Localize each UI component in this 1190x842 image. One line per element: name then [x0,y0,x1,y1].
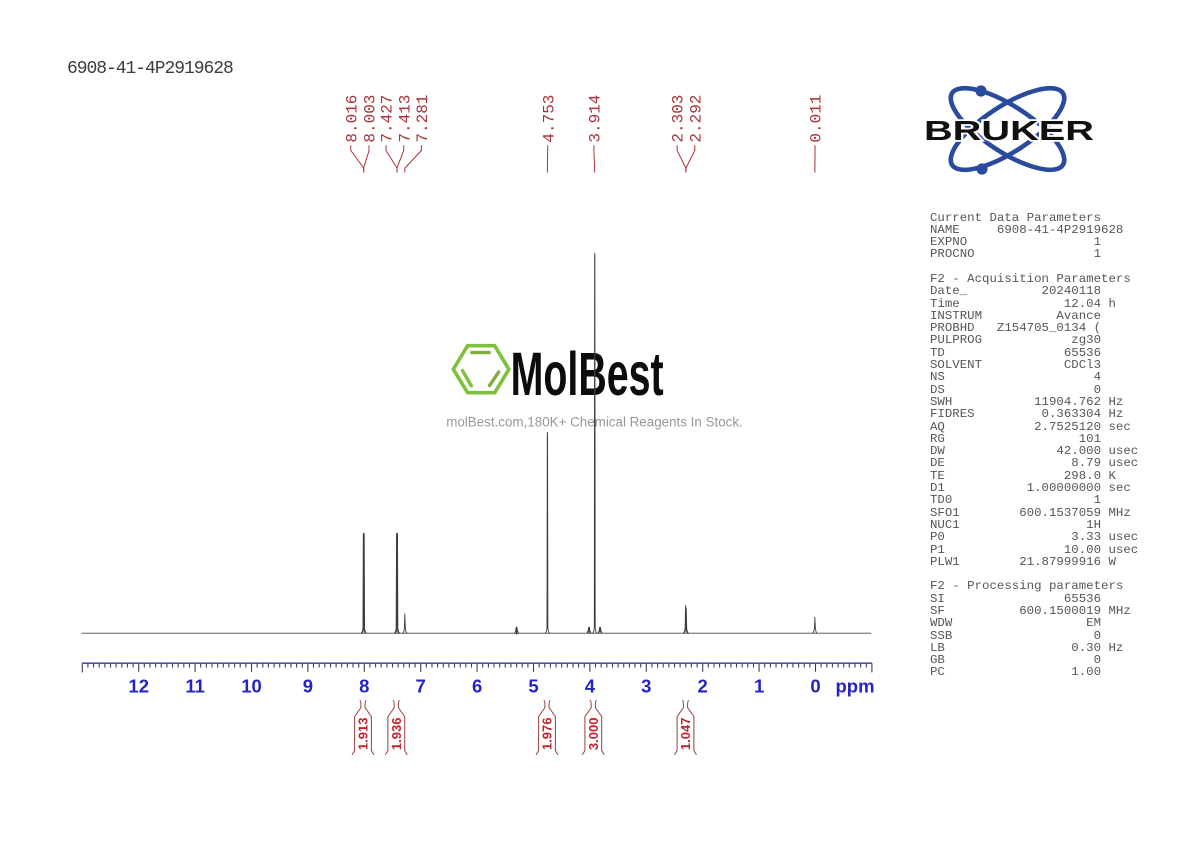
svg-text:ppm: ppm [835,675,874,696]
svg-text:0.011: 0.011 [808,95,826,143]
svg-text:2: 2 [698,675,708,696]
svg-text:7.413: 7.413 [396,95,414,143]
svg-text:8: 8 [359,675,369,696]
svg-text:9: 9 [303,675,313,696]
svg-text:4.753: 4.753 [540,95,558,143]
svg-text:BRUKER: BRUKER [924,116,1094,147]
svg-text:10: 10 [241,675,262,696]
svg-text:3.000: 3.000 [586,718,601,751]
svg-text:7: 7 [416,675,426,696]
svg-text:2.303: 2.303 [670,95,688,143]
svg-text:4: 4 [585,675,596,696]
svg-text:1: 1 [754,675,764,696]
svg-text:0: 0 [810,675,820,696]
svg-text:1.976: 1.976 [540,718,555,751]
svg-text:7.281: 7.281 [414,95,432,143]
svg-text:1.913: 1.913 [356,718,371,751]
svg-text:1.936: 1.936 [389,718,404,751]
svg-text:3: 3 [641,675,651,696]
svg-text:3.914: 3.914 [587,95,605,143]
svg-text:11: 11 [185,675,205,696]
svg-text:BRUKER: BRUKER [924,116,1094,147]
svg-text:12: 12 [128,675,149,696]
svg-text:2.292: 2.292 [687,95,705,143]
svg-text:1.047: 1.047 [678,718,693,751]
svg-text:MolBest: MolBest [511,340,664,408]
svg-text:8.003: 8.003 [362,95,380,143]
svg-text:5: 5 [528,675,538,696]
svg-text:7.427: 7.427 [379,95,397,143]
svg-text:8.016: 8.016 [343,95,361,143]
svg-text:6: 6 [472,675,482,696]
